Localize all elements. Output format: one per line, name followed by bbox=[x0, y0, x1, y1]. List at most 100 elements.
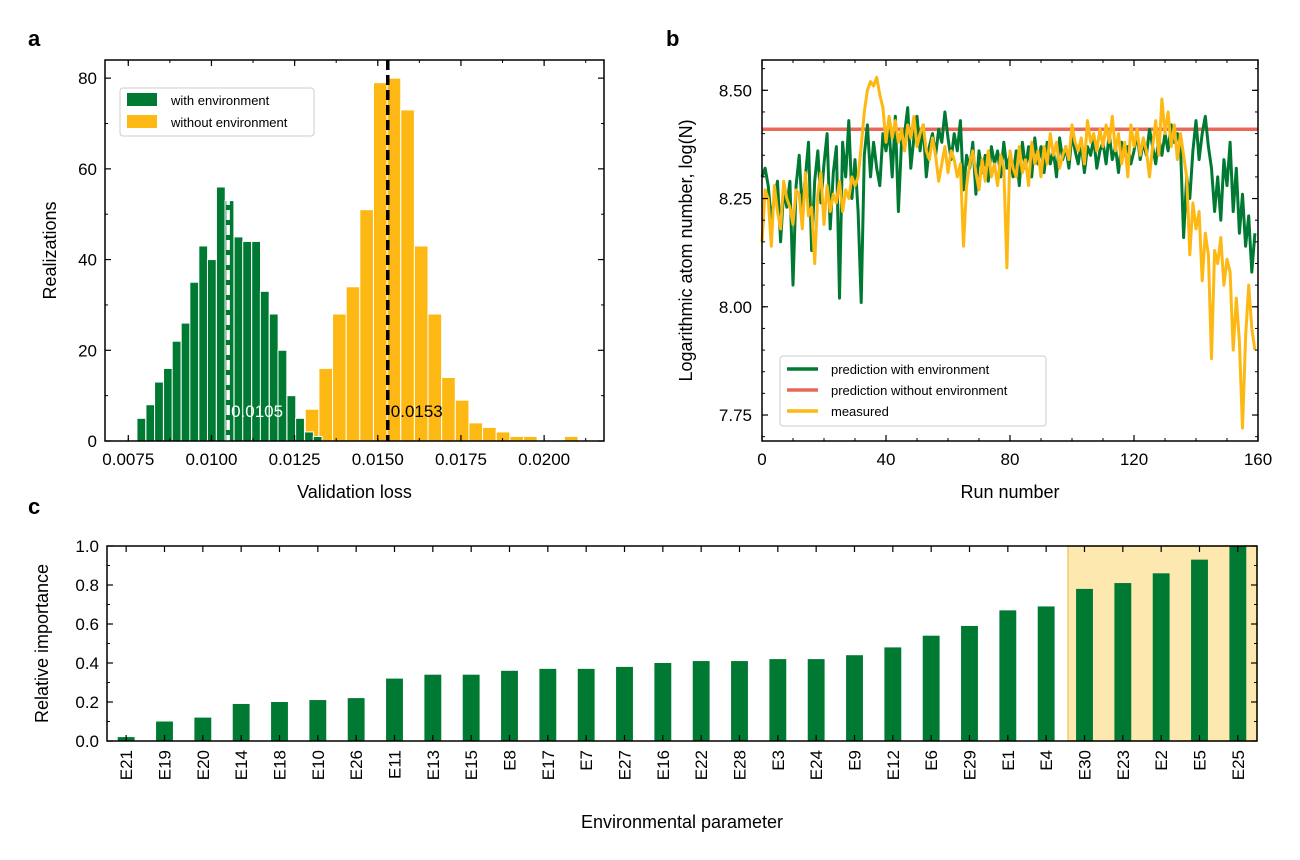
hist-bar bbox=[136, 417, 147, 442]
importance-bar bbox=[999, 610, 1017, 741]
legend-swatch bbox=[127, 93, 157, 106]
hist-bar bbox=[171, 340, 182, 442]
hist-bar bbox=[318, 367, 334, 442]
x-tick-label: E8 bbox=[501, 750, 520, 771]
importance-bar bbox=[692, 661, 710, 741]
x-tick-label: E30 bbox=[1076, 750, 1095, 780]
importance-bar bbox=[271, 702, 288, 741]
legend-label: without environment bbox=[170, 115, 288, 130]
hist-bar bbox=[332, 313, 347, 442]
importance-bar bbox=[846, 655, 863, 741]
y-tick-label: 8.00 bbox=[719, 298, 752, 317]
hist-bar bbox=[154, 381, 164, 442]
y-tick-label: 7.75 bbox=[719, 406, 752, 425]
y-tick-label: 20 bbox=[78, 341, 97, 360]
importance-bar bbox=[156, 721, 173, 741]
hist-bar bbox=[180, 322, 191, 442]
y-tick-label: 0.2 bbox=[75, 693, 99, 712]
x-tick-label: 120 bbox=[1120, 450, 1148, 469]
panel-letter-c: c bbox=[28, 494, 40, 519]
importance-bar bbox=[884, 647, 902, 741]
importance-bar bbox=[1037, 606, 1055, 741]
timeseries-legend: prediction with environment prediction wi… bbox=[779, 355, 1047, 427]
hist-bar bbox=[427, 313, 443, 442]
importance-bar bbox=[731, 661, 748, 741]
x-tick-label: 40 bbox=[877, 450, 896, 469]
hist-bar bbox=[359, 209, 374, 442]
y-tick-label: 1.0 bbox=[75, 537, 99, 556]
hist-bar bbox=[286, 395, 297, 442]
hist-bar bbox=[163, 367, 173, 442]
y-axis-label: Logarithmic atom number, log(N) bbox=[676, 119, 696, 381]
y-tick-label: 8.25 bbox=[719, 190, 752, 209]
x-axis-label: Environmental parameter bbox=[581, 812, 783, 832]
x-tick-label: 0.0125 bbox=[269, 450, 321, 469]
legend-label: prediction without environment bbox=[831, 383, 1008, 398]
importance-bar bbox=[961, 625, 978, 741]
y-tick-label: 0.4 bbox=[75, 654, 99, 673]
y-axis-label: Realizations bbox=[40, 201, 60, 299]
hist-bar bbox=[441, 377, 456, 442]
importance-bar bbox=[501, 670, 518, 741]
x-tick-label: E12 bbox=[884, 750, 903, 780]
importance-bar bbox=[1076, 588, 1093, 741]
hist-bar bbox=[198, 245, 209, 442]
mean-label: 0.0105 bbox=[231, 402, 283, 421]
legend-label: with environment bbox=[170, 93, 270, 108]
x-tick-label: E10 bbox=[309, 750, 328, 780]
legend-box bbox=[119, 87, 315, 137]
importance-bar bbox=[654, 663, 672, 741]
hist-bar bbox=[468, 422, 484, 442]
legend-swatch bbox=[127, 115, 157, 128]
y-tick-label: 0.0 bbox=[75, 732, 99, 751]
x-axis-label: Validation loss bbox=[297, 482, 412, 502]
importance-bar bbox=[1229, 546, 1247, 741]
importance-bar bbox=[1114, 583, 1132, 741]
x-tick-label: E23 bbox=[1114, 750, 1133, 780]
x-tick-label: E28 bbox=[731, 750, 750, 780]
x-tick-label: E3 bbox=[769, 750, 788, 771]
hist-bar bbox=[206, 259, 217, 442]
importance-bar bbox=[194, 717, 212, 741]
hist-bar bbox=[268, 313, 279, 442]
x-tick-label: E4 bbox=[1037, 750, 1056, 771]
x-tick-label: E25 bbox=[1229, 750, 1248, 780]
plot-frame bbox=[104, 59, 605, 442]
x-tick-label: 0.0175 bbox=[435, 450, 487, 469]
x-tick-label: 80 bbox=[1001, 450, 1020, 469]
x-tick-label: E18 bbox=[271, 750, 290, 780]
timeseries-panel: 0 40 80 120 160 7.75 8.00 8.25 8.50 Run number Log… bbox=[676, 59, 1272, 502]
x-tick-label: E1 bbox=[999, 750, 1018, 771]
legend-box bbox=[779, 355, 1047, 427]
importance-bar bbox=[539, 668, 557, 741]
importance-bar bbox=[462, 674, 480, 741]
importance-bar bbox=[807, 659, 825, 741]
x-tick-label: 0.0075 bbox=[102, 450, 154, 469]
hist-bar bbox=[145, 404, 156, 442]
importance-axes: E21 E19 E20 E14 E18 E10 E26 E11 E13 E15 E8 E17 E7 E27… bbox=[32, 537, 1258, 832]
hist-bar bbox=[345, 286, 361, 442]
importance-bar bbox=[616, 666, 633, 741]
panel-letter-b: b bbox=[666, 26, 679, 51]
x-tick-label: E26 bbox=[347, 750, 366, 780]
histogram-axes: 0.0075 0.0100 0.0125 0.0150 0.0175 0.0200 0 20 4… bbox=[40, 59, 605, 502]
x-tick-label: E5 bbox=[1191, 750, 1210, 771]
x-tick-label: E14 bbox=[232, 750, 251, 780]
x-tick-label: E16 bbox=[654, 750, 673, 780]
importance-bar bbox=[424, 674, 442, 741]
histogram-legend: with environment without environment bbox=[119, 87, 315, 137]
importance-bar bbox=[769, 659, 787, 741]
importance-bar bbox=[386, 678, 403, 741]
panel-letter-a: a bbox=[28, 26, 41, 51]
x-axis-label: Run number bbox=[960, 482, 1059, 502]
hist-bar bbox=[189, 281, 200, 442]
x-tick-label: E19 bbox=[156, 750, 175, 780]
timeseries-axes: 0 40 80 120 160 7.75 8.00 8.25 8.50 Run number Log… bbox=[676, 59, 1272, 502]
mean-label: 0.0153 bbox=[391, 402, 443, 421]
legend-label: prediction with environment bbox=[831, 362, 990, 377]
importance-bar bbox=[1191, 559, 1208, 741]
importance-panel: E21 E19 E20 E14 E18 E10 E26 E11 E13 E15 E8 E17 E7 E27… bbox=[32, 537, 1258, 832]
x-tick-label: E29 bbox=[961, 750, 980, 780]
importance-bar bbox=[347, 698, 365, 741]
